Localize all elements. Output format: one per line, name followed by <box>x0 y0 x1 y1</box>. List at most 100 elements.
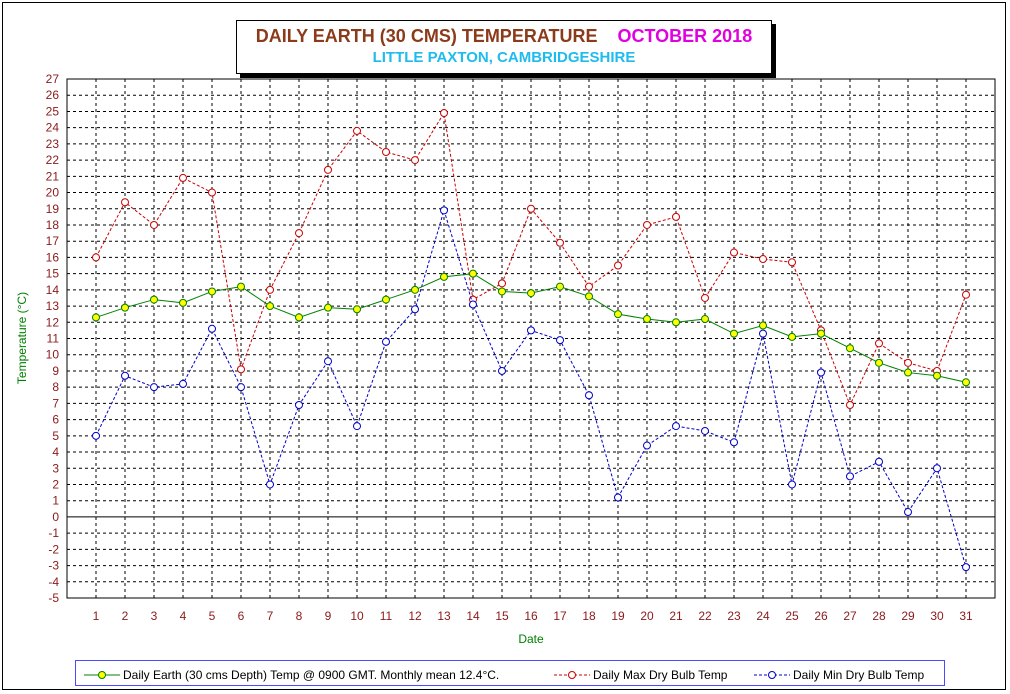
y-tick-label: 3 <box>52 461 59 475</box>
data-point-max <box>150 220 158 229</box>
data-point-earth <box>353 305 361 314</box>
data-point-min <box>92 431 100 440</box>
data-point-min <box>759 329 767 338</box>
y-tick-label: -3 <box>48 559 59 573</box>
data-point-earth <box>701 315 709 324</box>
x-tick-label: 6 <box>238 609 245 623</box>
x-tick-label: 20 <box>640 609 654 623</box>
y-tick-label: 23 <box>46 137 60 151</box>
x-tick-label: 1 <box>93 609 100 623</box>
legend-item-earth: Daily Earth (30 cms Depth) Temp @ 0900 G… <box>84 666 499 682</box>
data-point-earth <box>527 289 535 298</box>
data-point-max <box>179 173 187 182</box>
y-tick-label: -2 <box>48 542 59 556</box>
data-point-min <box>498 366 506 375</box>
data-point-max <box>382 147 390 156</box>
x-tick-label: 18 <box>582 609 596 623</box>
data-point-max <box>672 212 680 221</box>
legend-label-min: Daily Min Dry Bulb Temp <box>793 667 925 682</box>
data-point-earth <box>556 282 564 291</box>
y-tick-label: 11 <box>47 332 60 346</box>
data-point-min <box>237 383 245 392</box>
data-point-max <box>411 156 419 165</box>
data-point-min <box>440 206 448 215</box>
data-point-max <box>556 238 564 247</box>
y-tick-label: 26 <box>46 88 60 102</box>
data-point-max <box>962 290 970 299</box>
data-point-min <box>353 422 361 431</box>
data-point-earth <box>614 310 622 319</box>
data-point-min <box>643 441 651 450</box>
y-tick-label: -5 <box>48 591 59 605</box>
y-tick-label: 0 <box>52 510 59 524</box>
chart-subtitle: LITTLE PAXTON, CAMBRIDGESHIRE <box>372 49 636 66</box>
data-point-earth <box>730 329 738 338</box>
data-point-earth <box>643 315 651 324</box>
x-tick-label: 16 <box>524 609 538 623</box>
x-tick-label: 9 <box>325 609 332 623</box>
x-tick-label: 22 <box>698 609 712 623</box>
grid-lines <box>66 78 996 599</box>
data-point-min <box>585 391 593 400</box>
x-tick-label: 4 <box>180 609 187 623</box>
x-tick-label: 5 <box>209 609 216 623</box>
data-point-min <box>701 426 709 435</box>
data-point-earth <box>904 368 912 377</box>
x-tick-label: 30 <box>930 609 944 623</box>
data-point-max <box>585 282 593 291</box>
x-tick-label: 28 <box>872 609 886 623</box>
data-point-earth <box>469 269 477 278</box>
data-point-min <box>730 438 738 447</box>
legend: Daily Earth (30 cms Depth) Temp @ 0900 G… <box>75 660 945 686</box>
y-tick-label: 24 <box>46 121 60 135</box>
data-point-earth <box>121 303 129 312</box>
legend-swatch-max <box>554 670 590 679</box>
x-tick-label: 25 <box>785 609 799 623</box>
x-tick-label: 8 <box>296 609 303 623</box>
data-point-earth <box>933 371 941 380</box>
data-point-max <box>121 198 129 207</box>
data-point-earth <box>962 378 970 387</box>
x-axis-label: Date <box>518 632 544 646</box>
x-tick-label: 15 <box>495 609 509 623</box>
x-tick-label: 10 <box>350 609 364 623</box>
legend-swatch-min <box>754 670 790 679</box>
y-tick-label: 15 <box>46 267 60 281</box>
x-tick-label: 14 <box>466 609 480 623</box>
y-tick-label: 2 <box>52 477 59 491</box>
y-tick-label: -1 <box>48 526 59 540</box>
data-point-max <box>614 261 622 270</box>
data-point-max <box>208 188 216 197</box>
data-point-min <box>266 480 274 489</box>
data-point-max <box>701 293 709 302</box>
x-tick-label: 7 <box>267 609 274 623</box>
legend-label-max: Daily Max Dry Bulb Temp <box>593 667 728 682</box>
x-tick-label: 23 <box>727 609 741 623</box>
data-point-min <box>411 305 419 314</box>
data-point-max <box>759 255 767 264</box>
y-tick-label: 7 <box>52 396 59 410</box>
y-tick-label: 21 <box>46 169 60 183</box>
y-tick-label: 25 <box>46 104 60 118</box>
data-point-min <box>121 371 129 380</box>
data-point-min <box>295 400 303 409</box>
data-point-max <box>904 358 912 367</box>
data-point-max <box>237 365 245 374</box>
title-line: DAILY EARTH (30 CMS) TEMPERATURE OCTOBER … <box>237 26 771 47</box>
x-tick-label: 31 <box>959 609 973 623</box>
data-point-earth <box>759 321 767 330</box>
data-point-min <box>672 422 680 431</box>
title-box: DAILY EARTH (30 CMS) TEMPERATURE OCTOBER … <box>236 20 772 74</box>
y-tick-label: -4 <box>48 575 59 589</box>
y-tick-label: 1 <box>52 494 59 508</box>
x-tick-label: 26 <box>814 609 828 623</box>
y-axis-label: Temperature (°C) <box>15 292 29 384</box>
y-tick-label: 8 <box>52 380 59 394</box>
y-tick-label: 5 <box>52 429 59 443</box>
y-tick-label: 19 <box>46 202 60 216</box>
data-point-min <box>382 337 390 346</box>
y-tick-label: 18 <box>46 218 60 232</box>
x-tick-label: 11 <box>380 609 393 623</box>
